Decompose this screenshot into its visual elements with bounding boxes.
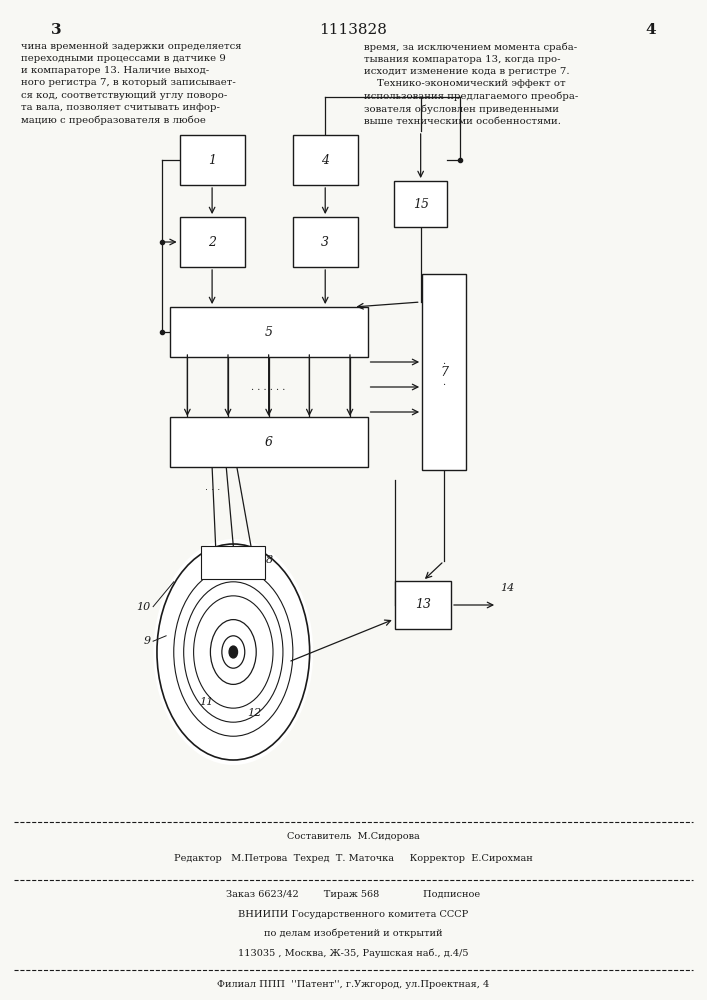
Bar — [180, 217, 245, 267]
Text: время, за исключением момента сраба-
тывания компаратора 13, когда про-
исходит : время, за исключением момента сраба- тыв… — [364, 42, 578, 126]
Text: . . .: . . . — [205, 482, 221, 492]
Text: Филиал ППП  ''Патент'', г.Ужгород, ул.Проектная, 4: Филиал ППП ''Патент'', г.Ужгород, ул.Про… — [217, 980, 490, 989]
Bar — [395, 581, 451, 629]
Text: 6: 6 — [264, 436, 273, 448]
Text: . . . . . .: . . . . . . — [252, 382, 286, 391]
Text: 2: 2 — [208, 235, 216, 248]
Text: 8: 8 — [265, 555, 272, 565]
Bar — [201, 546, 265, 579]
Text: 15: 15 — [413, 198, 428, 211]
Text: 13: 13 — [415, 598, 431, 611]
Circle shape — [153, 539, 313, 765]
Text: 3: 3 — [321, 235, 329, 248]
Text: по делам изобретений и открытий: по делам изобретений и открытий — [264, 929, 443, 938]
Text: 14: 14 — [501, 583, 515, 593]
Text: чина временной задержки определяется
переходными процессами в датчике 9
и компар: чина временной задержки определяется пер… — [21, 42, 242, 125]
Text: .
.
.: . . . — [443, 357, 445, 387]
Bar — [422, 274, 466, 470]
Text: 4: 4 — [321, 153, 329, 166]
Text: 9: 9 — [144, 636, 151, 646]
Bar — [293, 217, 358, 267]
Text: Редактор   М.Петрова  Техред  Т. Маточка     Корректор  Е.Сирохман: Редактор М.Петрова Техред Т. Маточка Кор… — [174, 854, 533, 863]
Bar — [170, 417, 368, 467]
Text: 5: 5 — [264, 326, 273, 338]
Text: 12: 12 — [247, 708, 262, 718]
Bar — [293, 135, 358, 185]
Text: 1113828: 1113828 — [320, 23, 387, 37]
Bar — [394, 181, 447, 227]
Bar — [170, 307, 368, 357]
Text: Заказ 6623/42        Тираж 568              Подписное: Заказ 6623/42 Тираж 568 Подписное — [226, 890, 481, 899]
Text: 11: 11 — [199, 697, 214, 707]
Text: 10: 10 — [136, 602, 151, 612]
Bar — [180, 135, 245, 185]
Circle shape — [229, 646, 238, 658]
Text: Составитель  М.Сидорова: Составитель М.Сидорова — [287, 832, 420, 841]
Text: 4: 4 — [645, 23, 656, 37]
Text: 3: 3 — [51, 23, 62, 37]
Text: ВНИИПИ Государственного комитета СССР: ВНИИПИ Государственного комитета СССР — [238, 910, 469, 919]
Text: 1: 1 — [208, 153, 216, 166]
Text: 7: 7 — [440, 365, 448, 378]
Text: 113035 , Москва, Ж-35, Раушская наб., д.4/5: 113035 , Москва, Ж-35, Раушская наб., д.… — [238, 948, 469, 958]
